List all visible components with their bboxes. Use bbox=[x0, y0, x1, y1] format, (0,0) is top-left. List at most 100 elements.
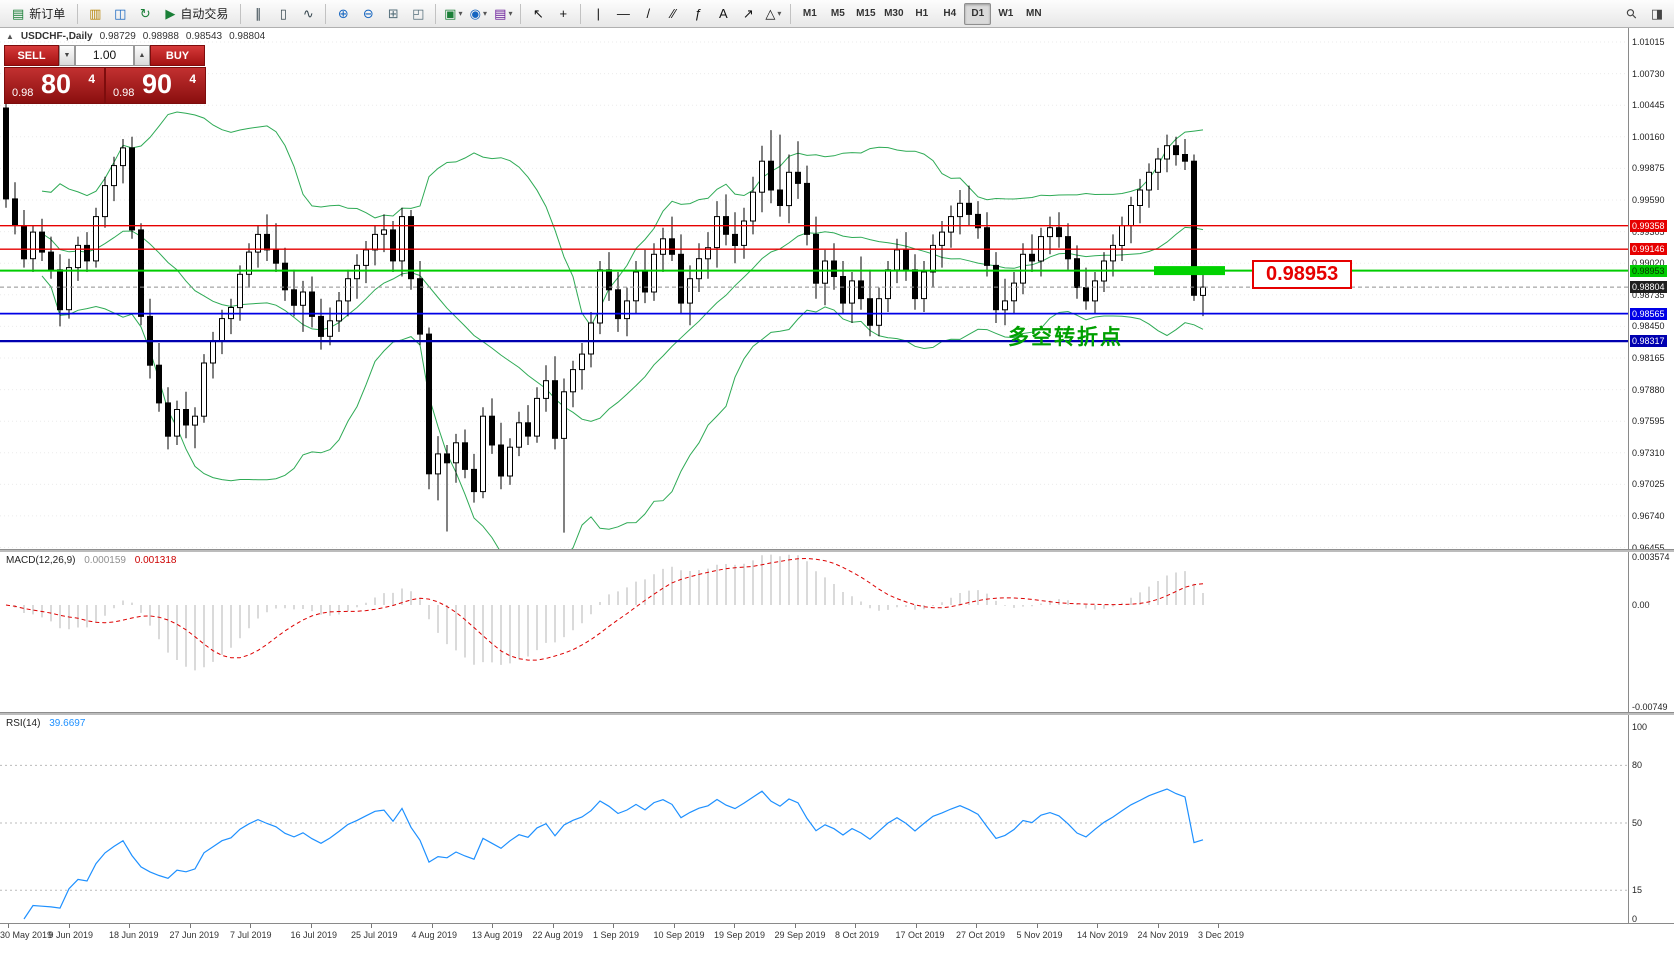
macd-axis[interactable]: 0.003574 0.00 -0.00749 bbox=[1628, 552, 1674, 712]
date-tick bbox=[310, 924, 312, 928]
autotrading-button[interactable]: ▶ 自动交易 bbox=[158, 3, 235, 25]
axis-tick-label: 0.00 bbox=[1632, 600, 1650, 610]
horizontal-line-icon[interactable]: — bbox=[611, 3, 635, 25]
axis-marker-label: 0.98317 bbox=[1630, 335, 1667, 348]
cursor-icon[interactable]: ↖ bbox=[526, 3, 550, 25]
bid-quote-button[interactable]: 0.98 80 4 bbox=[4, 67, 105, 104]
new-order-button-label: 新订单 bbox=[29, 7, 66, 21]
candlestick-chart[interactable] bbox=[0, 28, 1628, 549]
sell-button[interactable]: SELL bbox=[4, 45, 59, 66]
axis-tick-label: 0.97880 bbox=[1632, 384, 1665, 395]
new-window-icon[interactable]: ◨ bbox=[1645, 3, 1669, 25]
axis-tick-label: 0.96455 bbox=[1632, 542, 1665, 553]
axis-tick-label: 1.00160 bbox=[1632, 131, 1665, 142]
charts-window-icon[interactable]: ▥ bbox=[83, 3, 107, 25]
macd-histogram bbox=[14, 554, 1204, 671]
date-tick bbox=[431, 924, 433, 928]
axis-tick-label: 1.00445 bbox=[1632, 100, 1665, 111]
market-watch-icon-glyph: ◫ bbox=[114, 5, 127, 21]
date-tick bbox=[794, 924, 796, 928]
toolbar-separator bbox=[77, 3, 79, 24]
axis-marker-label: 0.98804 bbox=[1630, 281, 1667, 294]
refresh-icon[interactable]: ↻ bbox=[133, 3, 157, 25]
trendline-icon[interactable]: / bbox=[636, 3, 660, 25]
axis-tick-label: 0.98450 bbox=[1632, 321, 1665, 332]
text-icon-glyph: A bbox=[718, 6, 728, 21]
ask-quote-button[interactable]: 0.98 90 4 bbox=[105, 67, 206, 104]
price-axis[interactable]: 1.01015 1.00730 1.00445 1.00160 0.99875 0.995… bbox=[1628, 28, 1674, 553]
turning-point-annotation[interactable]: 多空转折点 bbox=[1008, 326, 1123, 349]
axis-tick-label: 0.96740 bbox=[1632, 510, 1665, 521]
autotrading-button-label: 自动交易 bbox=[180, 7, 229, 21]
date-tick bbox=[68, 924, 70, 928]
bar-low-value: 0.98543 bbox=[185, 31, 223, 42]
grid-icon[interactable]: ⊞ bbox=[381, 3, 405, 25]
zoom-out-icon-glyph: ⊖ bbox=[362, 5, 374, 21]
date-label: 19 Sep 2019 bbox=[714, 930, 766, 940]
date-tick bbox=[1218, 924, 1219, 928]
bar-close-value: 0.98804 bbox=[229, 31, 266, 42]
collapse-trade-panel-icon[interactable]: ▲ bbox=[6, 32, 14, 41]
volume-decrease-button[interactable]: ▼ bbox=[59, 45, 75, 66]
axis-tick-label: 0.98165 bbox=[1632, 352, 1665, 363]
channel-icon[interactable]: ⁄⁄ bbox=[661, 3, 685, 25]
ask-price-point: 4 bbox=[189, 72, 196, 86]
vertical-line-icon[interactable]: | bbox=[586, 3, 610, 25]
rsi-panel: RSI(14) 39.6697 100 80 50 15 0 bbox=[0, 715, 1674, 924]
date-tick bbox=[492, 924, 493, 928]
timeframe-m1[interactable]: M1 bbox=[802, 8, 817, 19]
bar-chart-icon[interactable]: ∥ bbox=[246, 3, 270, 25]
timeframe-m30[interactable]: M30 bbox=[884, 8, 904, 19]
timeframe-mn[interactable]: MN bbox=[1026, 8, 1042, 19]
date-label: 4 Aug 2019 bbox=[411, 930, 458, 940]
text-icon[interactable]: A bbox=[711, 3, 735, 25]
macd-chart[interactable] bbox=[0, 552, 1628, 712]
arrow-tool-icon[interactable]: ↗ bbox=[736, 3, 760, 25]
macd-name: MACD(12,26,9) bbox=[6, 555, 76, 566]
new-order-button[interactable]: ▤ 新订单 bbox=[5, 3, 72, 25]
panel-splitter[interactable] bbox=[0, 712, 1674, 715]
timeframe-m15[interactable]: M15 bbox=[856, 8, 876, 19]
timeframe-h1[interactable]: H1 bbox=[915, 8, 929, 19]
price-annotation-label[interactable]: 0.98953 bbox=[1252, 260, 1353, 289]
indicators-dropdown[interactable]: ▤ ▾ bbox=[491, 3, 515, 25]
timeframe-d1[interactable]: D1 bbox=[964, 2, 992, 25]
toolbar: ▤ 新订单 ▥ ◫ ↻ ▶ 自动交易 ∥ ▯ ∿ ⊕ ⊖ ⊞ ◰ ▣ ▾ ◉ ▾ ▤ ▾ ↖ + | — / ⁄⁄ ƒ A ↗ △ ▾ M1 M… bbox=[0, 0, 1674, 28]
shapes-dropdown[interactable]: △ ▾ bbox=[761, 3, 785, 25]
buy-button[interactable]: BUY bbox=[150, 45, 205, 66]
date-label: 22 Aug 2019 bbox=[532, 930, 584, 940]
volume-input[interactable]: 1.00 bbox=[75, 45, 134, 66]
bid-price-prefix: 0.98 bbox=[12, 87, 34, 99]
rsi-axis[interactable]: 100 80 50 15 0 bbox=[1628, 715, 1674, 924]
candlestick-chart-icon[interactable]: ▯ bbox=[271, 3, 295, 25]
highlight-zone[interactable] bbox=[1154, 266, 1225, 276]
date-axis[interactable]: 30 May 2019 9 Jun 2019 18 Jun 2019 27 Jun 2… bbox=[0, 923, 1674, 954]
volume-increase-button[interactable]: ▲ bbox=[134, 45, 150, 66]
line-chart-icon[interactable]: ∿ bbox=[296, 3, 320, 25]
timeframe-h4[interactable]: H4 bbox=[943, 8, 957, 19]
crosshair-icon-glyph: + bbox=[559, 6, 568, 21]
bid-price-pips: 80 bbox=[41, 69, 72, 99]
axis-tick-label: 80 bbox=[1632, 760, 1643, 771]
crosshair-icon[interactable]: + bbox=[551, 3, 575, 25]
new-chart-dropdown[interactable]: ▣ ▾ bbox=[441, 3, 465, 25]
market-watch-icon[interactable]: ◫ bbox=[108, 3, 132, 25]
fibonacci-icon[interactable]: ƒ bbox=[686, 3, 710, 25]
candlestick-chart-icon-glyph: ▯ bbox=[279, 5, 287, 21]
timeframe-m5[interactable]: M5 bbox=[830, 8, 845, 19]
timeframe-w1[interactable]: W1 bbox=[998, 8, 1014, 19]
search-icon[interactable]: ⚲ bbox=[1620, 3, 1644, 25]
rsi-chart[interactable] bbox=[0, 715, 1628, 923]
panel-splitter[interactable] bbox=[0, 549, 1674, 552]
macd-label-row: MACD(12,26,9) 0.000159 0.001318 bbox=[6, 555, 176, 566]
indicators-dropdown-glyph: ▤ bbox=[494, 5, 507, 21]
date-label: 16 Jul 2019 bbox=[290, 930, 338, 940]
axis-tick-label: 0.98735 bbox=[1632, 289, 1665, 300]
tile-windows-icon[interactable]: ◰ bbox=[406, 3, 430, 25]
rsi-name: RSI(14) bbox=[6, 718, 41, 729]
zoom-out-icon[interactable]: ⊖ bbox=[356, 3, 380, 25]
zoom-in-icon[interactable]: ⊕ bbox=[331, 3, 355, 25]
profiles-dropdown[interactable]: ◉ ▾ bbox=[466, 3, 490, 25]
date-label: 13 Aug 2019 bbox=[472, 930, 523, 940]
refresh-icon-glyph: ↻ bbox=[139, 5, 151, 21]
